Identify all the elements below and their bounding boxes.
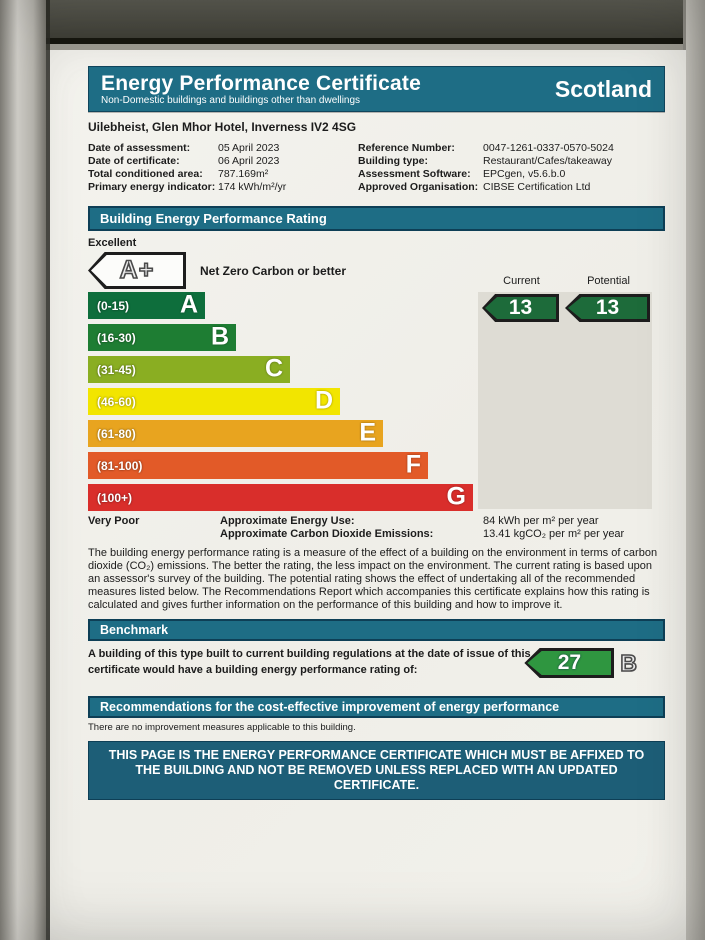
detail-value: 05 April 2023 — [218, 142, 280, 154]
current-rating-arrow: 13 — [482, 294, 559, 322]
score-panel-background — [478, 292, 652, 509]
band-letter: D — [314, 385, 333, 414]
energy-use-summary: Very Poor Approximate Energy Use: 84 kWh… — [88, 515, 665, 541]
band-b-bar: (16-30) B — [88, 321, 236, 351]
band-letter: A — [179, 289, 198, 318]
band-range-label: (100+) — [97, 490, 133, 505]
benchmark-text: A building of this type built to current… — [88, 648, 531, 676]
building-address: Uilebheist, Glen Mhor Hotel, Inverness I… — [88, 120, 357, 134]
detail-value: Restaurant/Cafes/takeaway — [483, 155, 612, 167]
recommendations-note: There are no improvement measures applic… — [88, 722, 356, 733]
a-plus-letter: A+ — [119, 255, 155, 285]
band-e-bar: (61-80) E — [88, 417, 383, 447]
certificate-details: Date of assessment: 05 April 2023 Date of… — [88, 142, 665, 194]
rating-description-paragraph: The building energy performance rating i… — [88, 547, 658, 611]
detail-value: 787.169m² — [218, 168, 269, 180]
detail-value: 0047-1261-0337-0570-5024 — [483, 142, 614, 154]
band-letter: B — [210, 321, 229, 350]
band-range-label: (16-30) — [97, 330, 136, 345]
a-plus-arrow-icon: A+ — [88, 252, 186, 289]
rating-band-row: (16-30) B — [88, 321, 665, 351]
detail-label: Primary energy indicator: — [88, 181, 216, 193]
band-range-label: (61-80) — [97, 426, 136, 441]
band-f-bar: (81-100) F — [88, 449, 428, 479]
picture-frame-right — [683, 0, 705, 940]
potential-rating-arrow: 13 — [565, 294, 650, 322]
benchmark-band-letter: B — [620, 649, 638, 677]
net-zero-caption: Net Zero Carbon or better — [200, 263, 347, 278]
detail-value: 174 kWh/m²/yr — [218, 181, 287, 193]
band-letter: E — [359, 417, 376, 446]
certificate-page: Energy Performance Certificate Non-Domes… — [46, 50, 686, 940]
potential-label: Potential — [587, 275, 630, 287]
current-rating-value: 13 — [508, 296, 533, 319]
scale-bottom-label: Very Poor — [88, 515, 140, 527]
rating-chart: Current Potential (0-15) A (16-30) B (31-4… — [88, 275, 665, 511]
detail-label: Date of assessment: — [88, 142, 191, 154]
benchmark-arrow: 27 — [524, 648, 615, 678]
scale-top-label: Excellent — [88, 237, 137, 249]
band-g-bar: (100+) G — [88, 481, 473, 511]
rating-band-row: (61-80) E — [88, 417, 665, 447]
energy-use-label: Approximate Energy Use: — [220, 515, 355, 527]
detail-label: Building type: — [358, 155, 428, 167]
rating-band-row: (31-45) C — [88, 353, 665, 383]
band-d-bar: (46-60) D — [88, 385, 340, 415]
benchmark-value: 27 — [557, 651, 582, 674]
detail-label: Total conditioned area: — [88, 168, 203, 180]
detail-label: Approved Organisation: — [358, 181, 479, 193]
benchmark-row: A building of this type built to current… — [88, 646, 665, 684]
footer-notice: THIS PAGE IS THE ENERGY PERFORMANCE CERT… — [88, 741, 665, 800]
certificate-subtitle: Non-Domestic buildings and buildings oth… — [101, 95, 361, 106]
co2-emissions-label: Approximate Carbon Dioxide Emissions: — [220, 528, 434, 540]
detail-label: Reference Number: — [358, 142, 455, 154]
potential-rating-value: 13 — [595, 296, 620, 319]
band-letter: C — [264, 353, 283, 382]
band-letter: F — [405, 449, 421, 478]
band-range-label: (0-15) — [97, 298, 130, 313]
section-heading-rating: Building Energy Performance Rating — [88, 206, 665, 231]
section-heading-benchmark: Benchmark — [88, 619, 665, 641]
detail-value: 06 April 2023 — [218, 155, 280, 167]
net-zero-row: A+ Net Zero Carbon or better — [88, 252, 665, 289]
co2-emissions-value: 13.41 kgCO₂ per m² per year — [483, 528, 625, 540]
rating-band-row: (100+) G — [88, 481, 665, 511]
details-right-column: Reference Number: 0047-1261-0337-0570-502… — [358, 142, 665, 194]
score-column-labels: Current Potential — [478, 275, 652, 287]
details-left-column: Date of assessment: 05 April 2023 Date of… — [88, 142, 358, 194]
rating-band-row: (81-100) F — [88, 449, 665, 479]
detail-label: Assessment Software: — [358, 168, 471, 180]
detail-value: CIBSE Certification Ltd — [483, 181, 591, 193]
picture-frame-left — [0, 0, 50, 940]
band-range-label: (81-100) — [97, 458, 143, 473]
band-letter: G — [446, 481, 466, 510]
band-range-label: (46-60) — [97, 394, 136, 409]
picture-frame-top — [0, 0, 705, 44]
benchmark-score: 27 B — [524, 648, 638, 678]
detail-value: EPCgen, v5.6.b.0 — [483, 168, 566, 180]
certificate-header: Energy Performance Certificate Non-Domes… — [88, 66, 665, 112]
band-c-bar: (31-45) C — [88, 353, 290, 383]
current-label: Current — [503, 275, 540, 287]
rating-band-row: (46-60) D — [88, 385, 665, 415]
region-label: Scotland — [554, 76, 652, 102]
section-heading-recommendations: Recommendations for the cost-effective i… — [88, 696, 665, 718]
band-range-label: (31-45) — [97, 362, 136, 377]
energy-use-value: 84 kWh per m² per year — [483, 515, 599, 527]
band-a-bar: (0-15) A — [88, 289, 205, 319]
rating-band-row: (0-15) A — [88, 289, 665, 319]
certificate-title: Energy Performance Certificate — [101, 72, 421, 95]
detail-label: Date of certificate: — [88, 155, 180, 167]
